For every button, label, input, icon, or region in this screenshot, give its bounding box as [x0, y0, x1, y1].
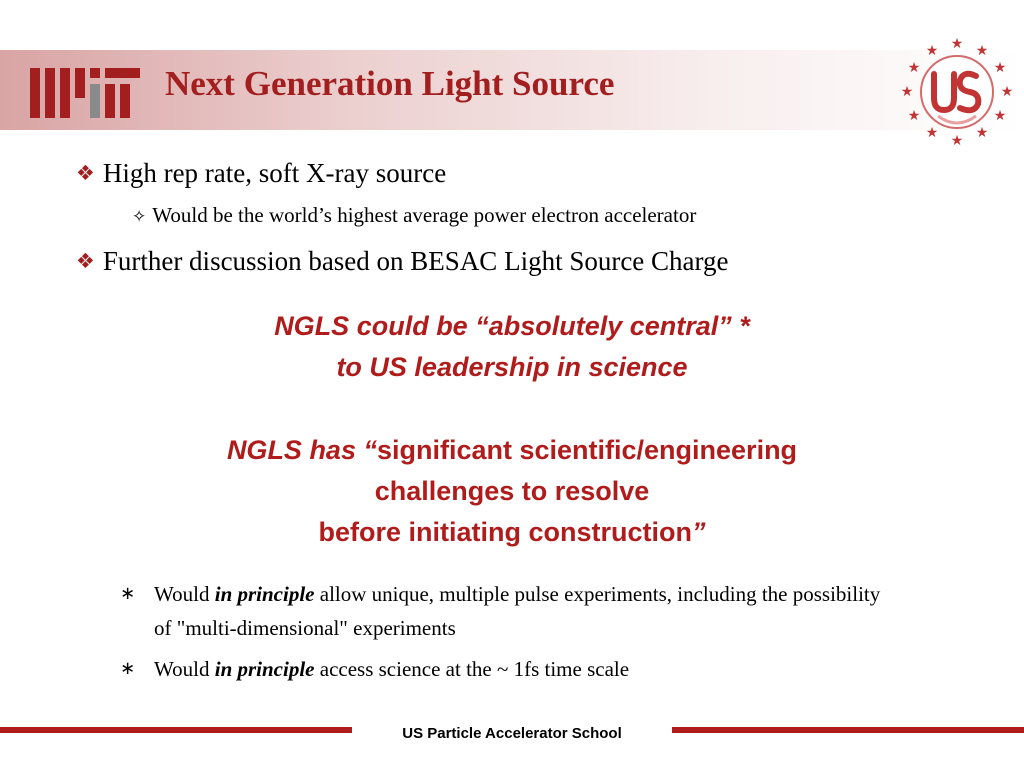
bullet-text: Would be the world’s highest average pow…	[152, 203, 697, 227]
bullet-text: Further discussion based on BESAC Light …	[102, 246, 729, 276]
svg-text:★: ★	[951, 133, 964, 148]
quote-line: challenges to resolve	[374, 476, 650, 506]
svg-text:★: ★	[976, 125, 989, 141]
note-item: ∗ Would in principle allow unique, multi…	[120, 577, 900, 645]
svg-text:★: ★	[976, 43, 989, 59]
svg-text:★: ★	[1001, 84, 1014, 100]
quote-line: NGLS could be “absolutely central” *	[274, 311, 750, 341]
svg-text:★: ★	[926, 125, 939, 141]
svg-text:★: ★	[908, 60, 921, 76]
svg-text:★: ★	[901, 84, 914, 100]
note-item: ∗ Would in principle access science at t…	[120, 652, 900, 686]
uspas-seal-logo: ★ ★ ★ ★ ★ ★ ★ ★ ★ ★ ★ ★	[901, 36, 1014, 148]
note-marker: ∗	[120, 658, 136, 679]
quote-italic-part: ”	[692, 517, 706, 547]
quote-line: to US leadership in science	[336, 352, 688, 382]
note-emphasis: in principle	[214, 582, 315, 606]
bullet-item: ❖ Further discussion based on BESAC Light…	[76, 246, 729, 277]
slide-title: Next Generation Light Source	[165, 64, 615, 103]
svg-text:★: ★	[994, 108, 1007, 124]
quote-italic-part: NGLS has “	[226, 435, 377, 465]
bullet-text: High rep rate, soft X-ray source	[102, 158, 447, 188]
header-band	[0, 50, 1024, 130]
footer-rule-left	[0, 727, 352, 733]
svg-text:★: ★	[994, 60, 1007, 76]
note-text: Would in principle allow unique, multipl…	[154, 577, 900, 645]
quote-text-part: significant scientific/engineering	[376, 435, 798, 465]
svg-text:★: ★	[951, 36, 964, 52]
note-text-pre: Would	[154, 582, 215, 606]
footer-rule-right	[672, 727, 1024, 733]
mit-logo	[30, 68, 140, 118]
footer-text: US Particle Accelerator School	[402, 725, 622, 742]
note-text-post: allow unique, multiple pulse experiments…	[154, 582, 881, 640]
quote-block-1: NGLS could be “absolutely central” * to …	[0, 306, 1024, 388]
note-emphasis: in principle	[214, 657, 315, 681]
bullet-item: ❖ High rep rate, soft X-ray source	[76, 158, 446, 189]
note-marker: ∗	[120, 583, 136, 604]
quote-block-2: NGLS has “significant scientific/enginee…	[0, 430, 1024, 553]
svg-text:★: ★	[908, 108, 921, 124]
note-text: Would in principle access science at the…	[154, 652, 900, 686]
quote-line: NGLS has “significant scientific/enginee…	[0, 430, 1024, 471]
bullet-marker: ✧	[132, 207, 147, 227]
bullet-marker: ❖	[76, 249, 95, 273]
quote-line: before initiating construction”	[0, 512, 1024, 553]
sub-bullet-item: ✧ Would be the world’s highest average po…	[132, 203, 696, 228]
svg-text:★: ★	[926, 43, 939, 59]
note-text-post: access science at the ~ 1fs time scale	[314, 657, 630, 681]
note-text-pre: Would	[154, 657, 215, 681]
bullet-marker: ❖	[76, 161, 95, 185]
quote-text-part: before initiating construction	[318, 517, 692, 547]
